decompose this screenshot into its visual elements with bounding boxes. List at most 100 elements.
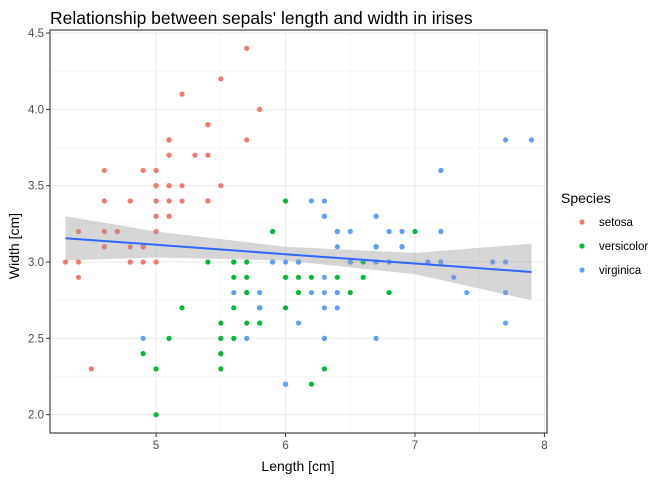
- data-point-versicolor: [231, 274, 237, 280]
- data-point-versicolor: [386, 289, 392, 296]
- data-point-setosa: [192, 152, 198, 158]
- data-point-virginica: [347, 259, 353, 265]
- legend: Species setosa versicolor virginica: [561, 190, 648, 277]
- data-point-setosa: [205, 122, 211, 128]
- data-point-setosa: [205, 198, 211, 204]
- data-point-setosa: [244, 137, 250, 143]
- data-point-setosa: [62, 259, 69, 265]
- data-point-setosa: [101, 244, 107, 250]
- data-point-versicolor: [282, 274, 289, 280]
- x-tick-label: 5: [153, 440, 159, 452]
- data-point-virginica: [270, 259, 276, 265]
- data-point-virginica: [502, 137, 509, 143]
- data-point-virginica: [257, 305, 263, 311]
- data-point-versicolor: [257, 320, 263, 326]
- data-point-virginica: [399, 244, 405, 250]
- data-point-virginica: [295, 259, 302, 265]
- data-point-setosa: [140, 167, 146, 174]
- legend-title: Species: [561, 190, 611, 206]
- data-point-setosa: [140, 244, 146, 250]
- data-point-versicolor: [179, 305, 185, 311]
- data-point-versicolor: [218, 351, 224, 357]
- data-point-setosa: [166, 137, 172, 143]
- data-point-versicolor: [231, 305, 237, 311]
- data-point-virginica: [282, 381, 289, 387]
- data-point-setosa: [153, 167, 159, 174]
- x-axis-label: Length [cm]: [261, 458, 334, 474]
- data-point-virginica: [425, 259, 431, 265]
- data-point-setosa: [179, 198, 185, 204]
- data-point-setosa: [218, 76, 224, 82]
- data-point-setosa: [114, 228, 120, 235]
- data-point-setosa: [153, 213, 159, 219]
- data-point-versicolor: [347, 289, 353, 296]
- data-point-versicolor: [282, 305, 289, 311]
- data-point-versicolor: [153, 412, 159, 418]
- y-tick-label: 3.0: [28, 257, 44, 269]
- data-point-virginica: [244, 335, 250, 341]
- data-point-virginica: [502, 289, 509, 296]
- data-point-setosa: [166, 198, 172, 204]
- data-point-virginica: [308, 198, 315, 204]
- data-point-setosa: [153, 183, 159, 189]
- data-point-setosa: [257, 106, 263, 112]
- data-point-setosa: [153, 259, 159, 265]
- y-tick-label: 4.0: [28, 104, 44, 116]
- data-point-virginica: [502, 259, 509, 265]
- data-point-virginica: [347, 228, 353, 235]
- data-point-virginica: [334, 244, 340, 250]
- data-point-virginica: [334, 228, 340, 235]
- legend-key-virginica: [579, 267, 585, 273]
- data-point-virginica: [321, 274, 327, 280]
- data-point-setosa: [75, 228, 82, 235]
- data-point-virginica: [373, 213, 379, 219]
- data-point-virginica: [334, 305, 340, 311]
- panel-background: [50, 30, 547, 433]
- data-point-virginica: [140, 335, 146, 341]
- panel-border: [49, 29, 548, 434]
- data-point-virginica: [373, 335, 379, 341]
- data-point-virginica: [451, 274, 457, 280]
- data-point-setosa: [101, 228, 107, 235]
- data-point-versicolor: [282, 198, 289, 204]
- data-point-setosa: [127, 198, 133, 204]
- data-point-virginica: [321, 198, 327, 204]
- data-point-setosa: [101, 198, 107, 204]
- y-tick-label: 2.0: [28, 410, 44, 422]
- data-point-setosa: [166, 213, 172, 219]
- legend-label-virginica: virginica: [599, 265, 642, 277]
- data-point-virginica: [282, 259, 289, 265]
- data-point-versicolor: [295, 274, 302, 280]
- data-point-versicolor: [218, 335, 224, 341]
- data-point-versicolor: [334, 274, 340, 280]
- data-point-versicolor: [308, 274, 315, 280]
- data-point-versicolor: [231, 259, 237, 265]
- legend-label-versicolor: versicolor: [599, 241, 648, 253]
- data-point-versicolor: [153, 366, 159, 372]
- data-point-virginica: [321, 289, 327, 296]
- y-tick-label: 3.5: [28, 181, 44, 193]
- data-point-virginica: [399, 228, 405, 235]
- data-point-virginica: [321, 213, 327, 219]
- data-point-virginica: [257, 289, 263, 296]
- legend-label-setosa: setosa: [599, 217, 633, 229]
- data-point-versicolor: [231, 335, 237, 341]
- data-point-versicolor: [308, 381, 315, 387]
- data-point-setosa: [75, 274, 82, 280]
- data-point-versicolor: [244, 320, 250, 326]
- y-tick-label: 2.5: [28, 333, 44, 345]
- data-point-versicolor: [205, 259, 211, 265]
- axes: Length [cm] Width [cm] 5 6 7 8 2.0 2.5 3.0 3.5 4…: [6, 28, 548, 474]
- data-point-versicolor: [321, 366, 327, 372]
- data-point-setosa: [166, 152, 172, 158]
- data-point-virginica: [438, 259, 444, 265]
- x-tick-label: 6: [282, 440, 288, 452]
- data-point-setosa: [75, 259, 82, 265]
- data-point-setosa: [153, 198, 159, 204]
- data-point-versicolor: [166, 335, 172, 341]
- data-point-versicolor: [218, 320, 224, 326]
- y-axis-label: Width [cm]: [6, 213, 22, 279]
- data-point-virginica: [308, 289, 315, 296]
- data-point-versicolor: [140, 351, 146, 357]
